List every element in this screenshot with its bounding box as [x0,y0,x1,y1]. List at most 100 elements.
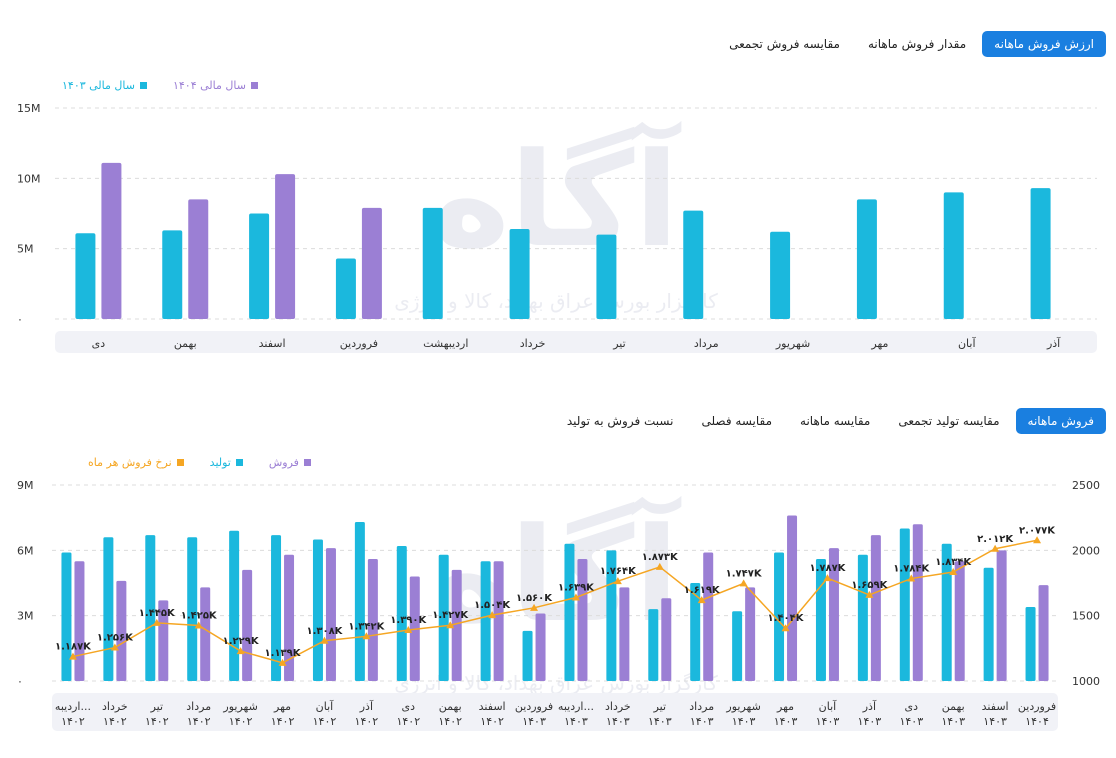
bottom-chart: ۰ 3M 6M 9M 1000 1500 2000 2500 اردیبه... ۱۴۰۲ خردا… [17,479,1100,731]
bottom-bar-sales [74,561,85,681]
legend-item-sales[interactable]: فروش [269,456,311,469]
bottom-x-tick-year: ۱۴۰۲ [61,715,85,728]
bottom-x-tick-year: ۱۴۰۳ [774,715,798,728]
bottom-bar-sales [787,515,798,681]
bottom-bar-sales [577,559,588,681]
bottom-rate-data-label: ۱.۲۵۶K [97,633,134,644]
bottom-bar-sales [535,613,546,681]
bottom-bar-production [899,528,910,681]
legend-swatch-production [235,459,243,466]
bottom-rate-data-label: ۱.۶۳۹K [558,583,595,594]
bottom-x-tick-month: اسفند [479,700,506,713]
legend-label-fy1404: سال مالی ۱۴۰۴ [172,79,246,92]
bottom-y-right-tick-label: 1500 [1072,610,1100,623]
top-chart-tabs: ارزش فروش ماهانه مقدار فروش ماهانه مقایس… [717,31,1106,57]
tab-cumulative-production-comparison[interactable]: مقایسه تولید تجمعی [898,414,1000,428]
bottom-x-tick-month: تیر [150,700,163,713]
bottom-bar-production [187,537,198,681]
bottom-bar-sales [493,561,504,681]
bottom-bar-sales [619,587,630,681]
watermark-tagline-top: کارگزار بورس عراق بهداد، کالا و انرژی [394,289,718,313]
top-bar-fy1404 [188,199,209,319]
bottom-rate-data-label: ۱.۱۳۹K [265,648,302,659]
bottom-rate-marker [1033,536,1042,544]
bottom-y-right-tick-label: 2000 [1072,544,1100,557]
bottom-bar-sales [116,580,127,681]
top-x-tick-label: آبان [958,336,976,350]
bottom-chart-legend: فروش تولید نرخ فروش هر ماه [88,456,311,469]
top-bar-fy1403 [1030,188,1051,319]
top-x-tick-label: فروردین [340,337,378,350]
bottom-x-tick-month: دی [905,700,919,713]
bottom-rate-marker [278,658,287,666]
bottom-rate-marker [865,590,874,598]
bottom-x-tick-year: ۱۴۰۳ [816,715,840,728]
bottom-x-tick-year: ۱۴۰۳ [941,715,965,728]
bottom-rate-marker [152,618,161,626]
top-bar-fy1403 [335,258,356,319]
bottom-bar-sales [745,587,756,681]
top-x-tick-label: شهریور [775,337,810,350]
bottom-rate-data-label: ۱.۴۲۷K [432,610,469,621]
bottom-x-tick-month: مهر [273,700,291,713]
bottom-rate-data-label: ۱.۳۹۰K [390,615,427,626]
bottom-x-tick-month: خرداد [102,700,128,713]
tab-cumulative-sales-comparison[interactable]: مقایسه فروش تجمعی [729,37,840,51]
bottom-x-tick-month: مرداد [186,700,211,713]
bottom-rate-data-label: ۱.۲۲۹K [223,636,260,647]
bottom-bar-sales [912,524,923,681]
bottom-bar-production [1025,606,1036,681]
legend-item-fy1404[interactable]: سال مالی ۱۴۰۴ [173,79,258,92]
legend-item-production[interactable]: تولید [210,456,243,469]
top-bar-fy1403 [943,192,964,319]
bottom-rate-data-label: ۱.۴۰۴K [768,613,805,624]
bottom-rate-marker [571,593,580,601]
bottom-x-tick-year: ۱۴۰۴ [1025,715,1049,728]
legend-label-fy1403: سال مالی ۱۴۰۳ [62,79,135,92]
top-x-axis-band [55,331,1097,353]
tab-monthly-comparison[interactable]: مقایسه ماهانه [800,414,871,428]
bottom-x-tick-month: بهمن [439,700,462,713]
bottom-x-tick-month: خرداد [605,700,631,713]
top-x-tick-label: خرداد [520,337,546,350]
bottom-bar-production [438,554,449,681]
tab-monthly-sales[interactable]: فروش ماهانه [1015,408,1106,434]
bottom-bar-production [941,543,952,681]
bottom-y-left-tick-label: 6M [17,544,34,557]
tab-sales-to-production-ratio[interactable]: نسبت فروش به تولید [566,414,674,428]
bottom-rate-marker [320,636,329,644]
top-bar-fy1403 [249,213,270,319]
bottom-rate-data-label: ۱.۷۴۷K [726,568,763,579]
bottom-x-tick-year: ۱۴۰۲ [145,715,169,728]
top-chart-legend: سال مالی ۱۴۰۴ سال مالی ۱۴۰۳ [62,79,258,92]
bottom-rate-marker [907,574,916,582]
bottom-x-tick-year: ۱۴۰۳ [648,715,672,728]
bottom-rate-data-label: ۱.۵۶۰K [516,593,553,604]
bottom-x-tick-year: ۱۴۰۳ [690,715,714,728]
bottom-rate-data-label: ۲.۰۱۲K [977,534,1014,545]
bottom-bar-sales [200,587,211,681]
top-bar-fy1403 [770,231,791,319]
top-y-tick-label: 10M [17,172,41,185]
bottom-bar-sales [1038,585,1049,681]
tab-monthly-sales-value[interactable]: ارزش فروش ماهانه [982,31,1106,57]
bottom-x-tick-month: مرداد [689,700,714,713]
top-bar-fy1404 [361,207,382,319]
bottom-bar-production [648,609,659,681]
bottom-bar-production [732,611,743,681]
bottom-bar-production [312,539,323,681]
bottom-x-tick-month: شهریور [222,700,257,713]
legend-label-rate: نرخ فروش هر ماه [88,456,172,469]
tab-monthly-sales-quantity[interactable]: مقدار فروش ماهانه [867,37,967,51]
top-bar-fy1403 [683,210,704,319]
legend-swatch-fy1403 [139,82,147,89]
bottom-x-tick-month: تیر [653,700,666,713]
bottom-rate-marker [991,544,1000,552]
tab-seasonal-comparison[interactable]: مقایسه فصلی [701,414,773,428]
bottom-rate-data-label: ۱.۸۷۳K [642,552,679,563]
legend-item-rate[interactable]: نرخ فروش هر ماه [88,456,184,469]
bottom-rate-marker [739,579,748,587]
legend-item-fy1403[interactable]: سال مالی ۱۴۰۳ [62,79,147,92]
top-x-tick-label: بهمن [174,337,197,350]
